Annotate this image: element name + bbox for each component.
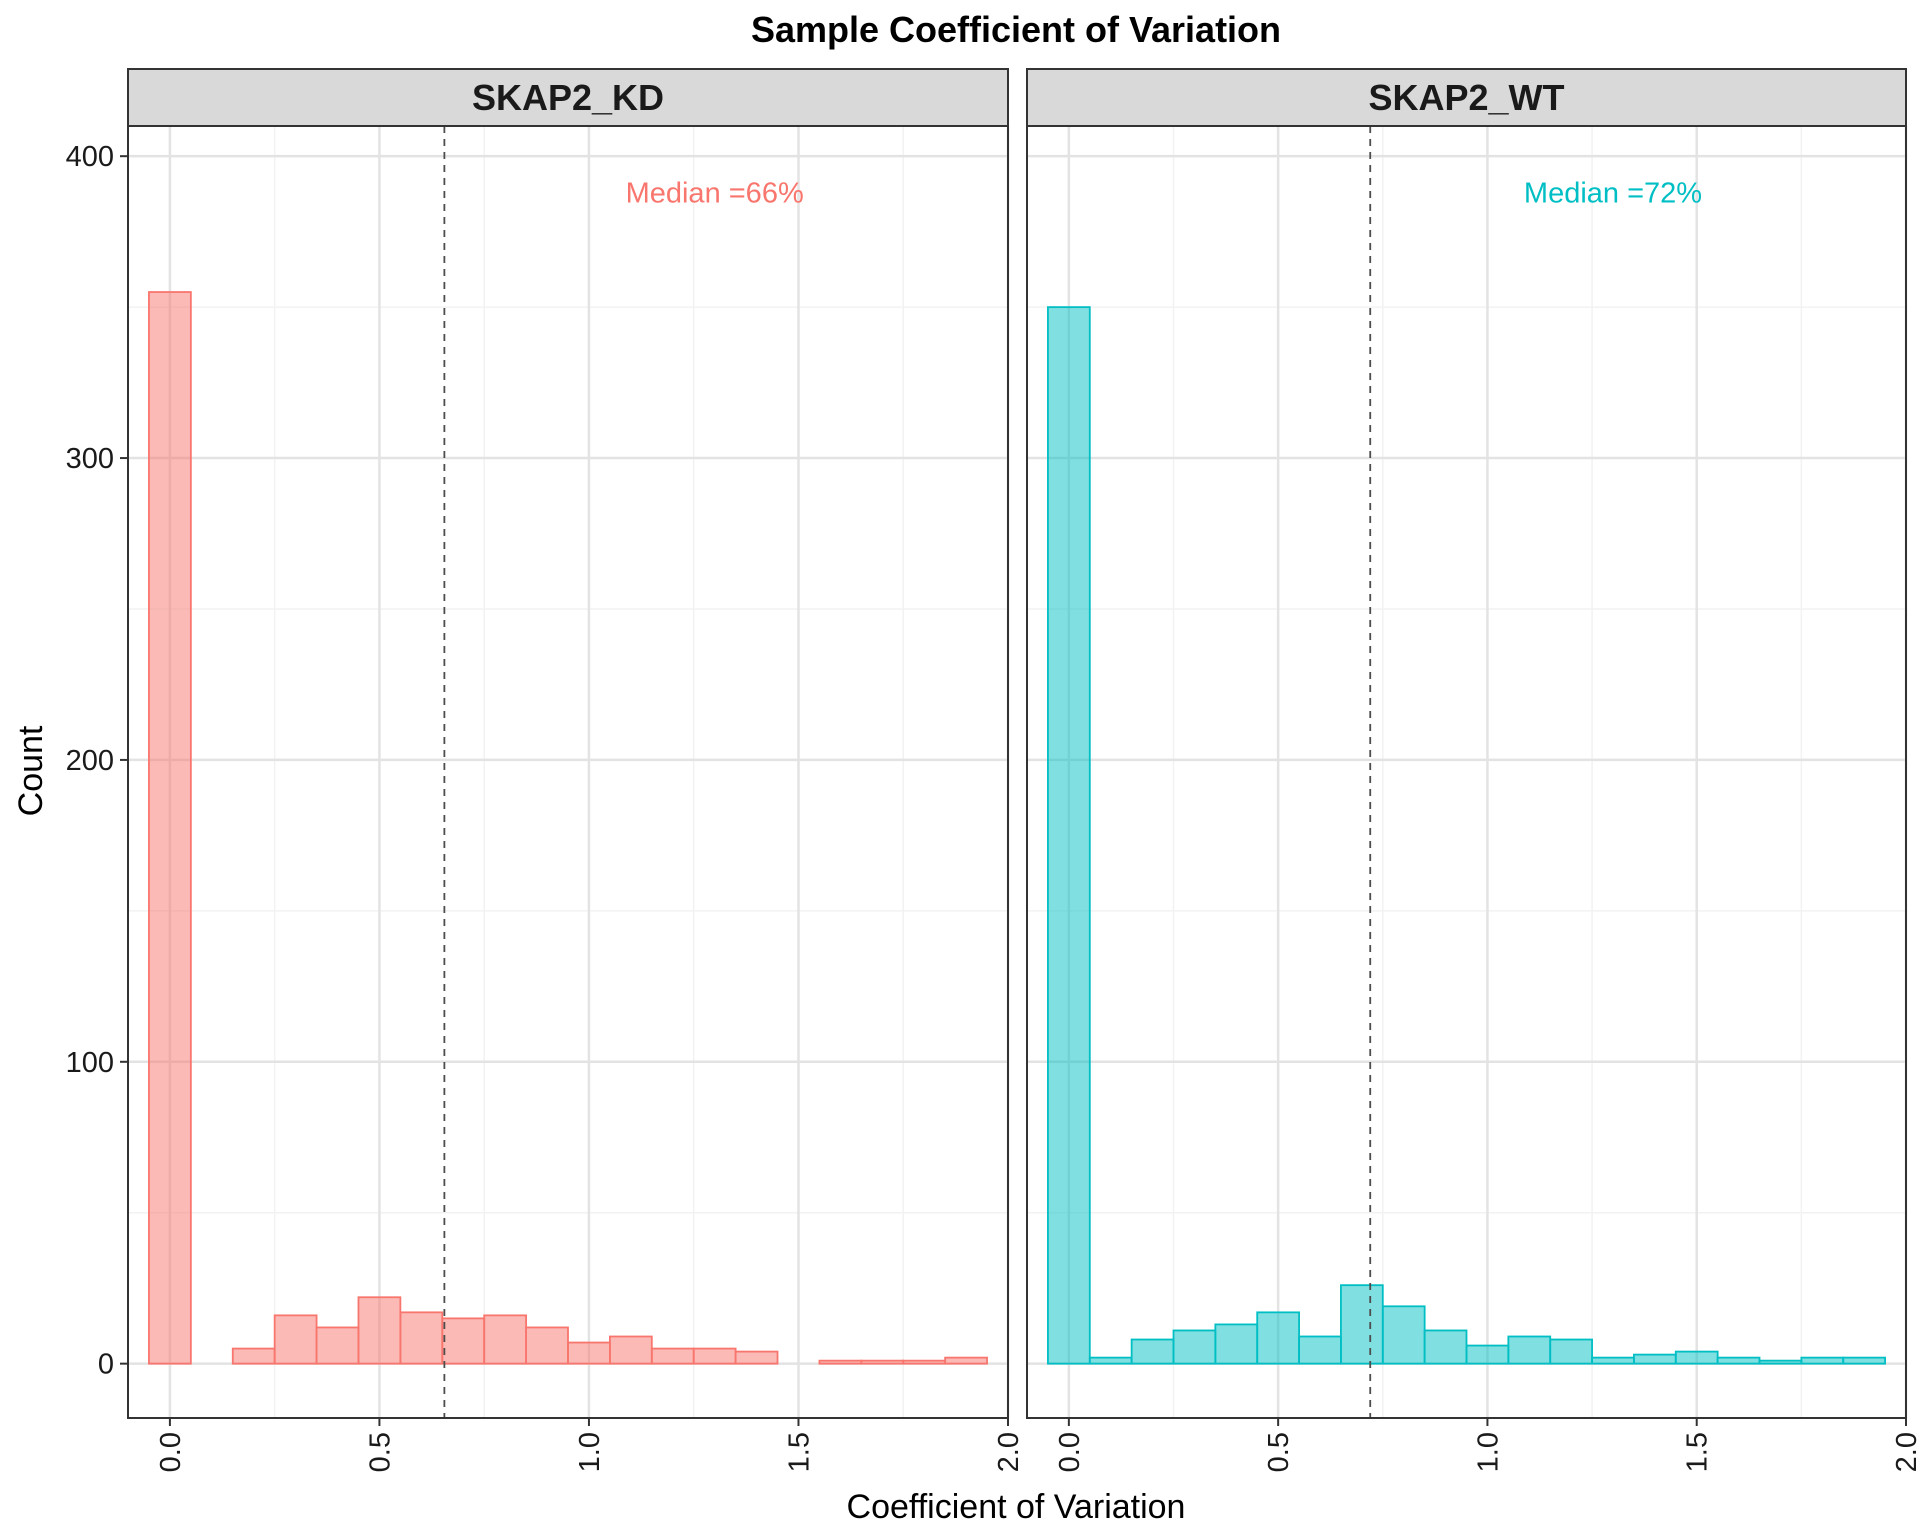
plot-background [1027,126,1906,1418]
histogram-bar [692,1347,737,1365]
histogram-bar [1423,1329,1468,1365]
y-tick-label: 400 [66,141,114,173]
y-tick-label: 0 [98,1349,114,1381]
facet-strip [127,68,1009,127]
x-tick-label: 2.0 [993,1432,1025,1472]
histogram-bar [1340,1284,1384,1365]
histogram-bar [1047,306,1091,1365]
histogram-bar [1256,1311,1300,1365]
histogram-bar [1172,1329,1217,1365]
x-tick-label: 1.5 [1682,1432,1714,1472]
histogram-bar [483,1314,527,1365]
histogram-bar [315,1326,360,1365]
panel-border [127,125,1009,1419]
histogram-bar [1507,1335,1552,1365]
x-tick-label: 0.0 [1054,1432,1086,1472]
histogram-bar [1842,1356,1886,1365]
panel-border [1026,125,1907,1419]
x-tick-label: 0.0 [155,1432,187,1472]
histogram-bar [1465,1344,1510,1365]
histogram-bar [902,1359,947,1365]
histogram-bar [1381,1305,1426,1365]
x-tick-label: 0.5 [1263,1432,1295,1472]
y-tick-label: 300 [66,443,114,475]
histogram-bar [650,1347,695,1365]
x-tick-label: 1.0 [1472,1432,1504,1472]
histogram-bar [1716,1356,1761,1365]
median-label: Median =72% [1524,177,1702,209]
facet-strip-label: SKAP2_KD [472,77,664,118]
histogram-bar [1591,1356,1635,1365]
chart-title: Sample Coefficient of Variation [751,9,1281,50]
y-axis-title: Count [12,725,50,816]
histogram-bar [944,1356,988,1365]
facet-panel-skap2-wt: SKAP2_WT Median =72% 0.0 0.5 1.0 1.5 2.0 [1026,68,1920,1472]
x-tick-label: 1.0 [574,1432,606,1472]
facet-strip-label: SKAP2_WT [1368,77,1564,118]
histogram-bar [231,1347,276,1365]
histogram-bar [1088,1356,1133,1365]
histogram-bar [567,1341,611,1365]
histogram-bar [525,1326,569,1365]
histogram-bar [1214,1323,1259,1365]
histogram-bar [860,1359,905,1365]
plot-background [128,126,1008,1418]
x-tick-label: 0.5 [364,1432,396,1472]
x-axis-title: Coefficient of Variation [847,1488,1186,1526]
histogram-bar [734,1350,779,1365]
histogram-bar [1298,1335,1342,1365]
histogram-bar [148,291,192,1365]
histogram-bar [1800,1356,1845,1365]
histogram-bar [609,1335,653,1365]
histogram-bar [399,1311,444,1365]
histogram-bar [273,1314,318,1365]
histogram-bar [818,1359,863,1365]
histogram-bar [441,1317,486,1365]
histogram-bar [1130,1338,1175,1365]
histogram-bar [1674,1350,1719,1365]
histogram-bar [1758,1359,1803,1365]
facet-panel-skap2-kd: SKAP2_KD Median =66% 0.0 0.5 1.0 1.5 2.0 0 100 20… [66,68,1025,1472]
x-tick-label: 2.0 [1891,1432,1920,1472]
y-tick-label: 200 [66,745,114,777]
x-tick-label: 1.5 [783,1432,815,1472]
median-label: Median =66% [626,177,804,209]
histogram-bar [1633,1353,1677,1365]
y-tick-label: 100 [66,1047,114,1079]
histogram-bar [357,1296,402,1365]
histogram-bar [1549,1338,1593,1365]
